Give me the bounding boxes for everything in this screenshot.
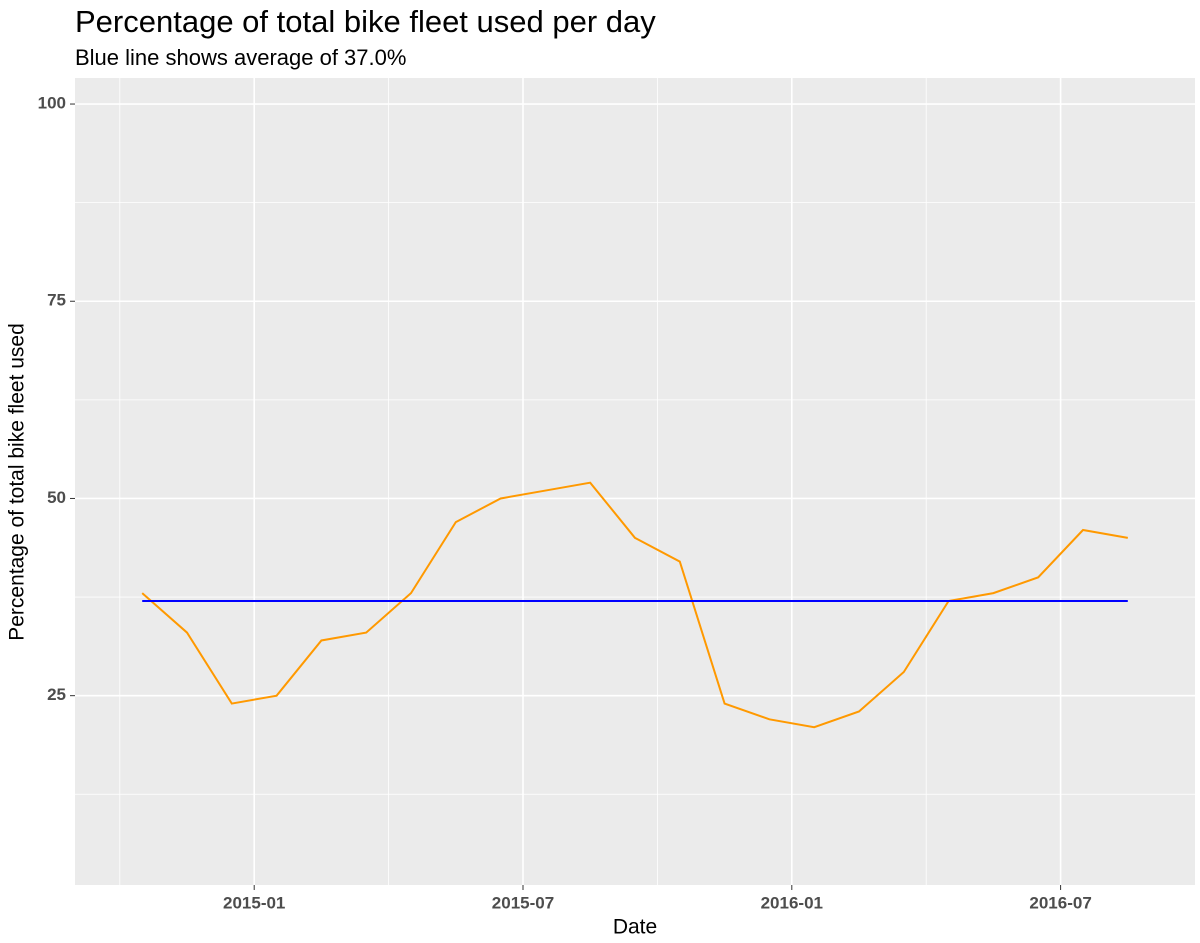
plot-panel <box>75 78 1195 885</box>
x-tick-label: 2016-07 <box>1029 893 1091 912</box>
y-tick-label: 25 <box>47 685 66 704</box>
data-line <box>141 481 1128 729</box>
chart-subtitle: Blue line shows average of 37.0% <box>75 45 406 70</box>
chart-title: Percentage of total bike fleet used per … <box>75 4 656 39</box>
y-tick-label: 100 <box>38 94 66 113</box>
x-tick-label: 2016-01 <box>761 893 823 912</box>
y-tick-label: 50 <box>47 488 66 507</box>
x-tick-label: 2015-07 <box>492 893 554 912</box>
y-tick-label: 75 <box>47 291 66 310</box>
x-axis-title: Date <box>613 916 657 939</box>
y-axis-title: Percentage of total bike fleet used <box>6 323 29 641</box>
x-tick-label: 2015-01 <box>223 893 285 912</box>
